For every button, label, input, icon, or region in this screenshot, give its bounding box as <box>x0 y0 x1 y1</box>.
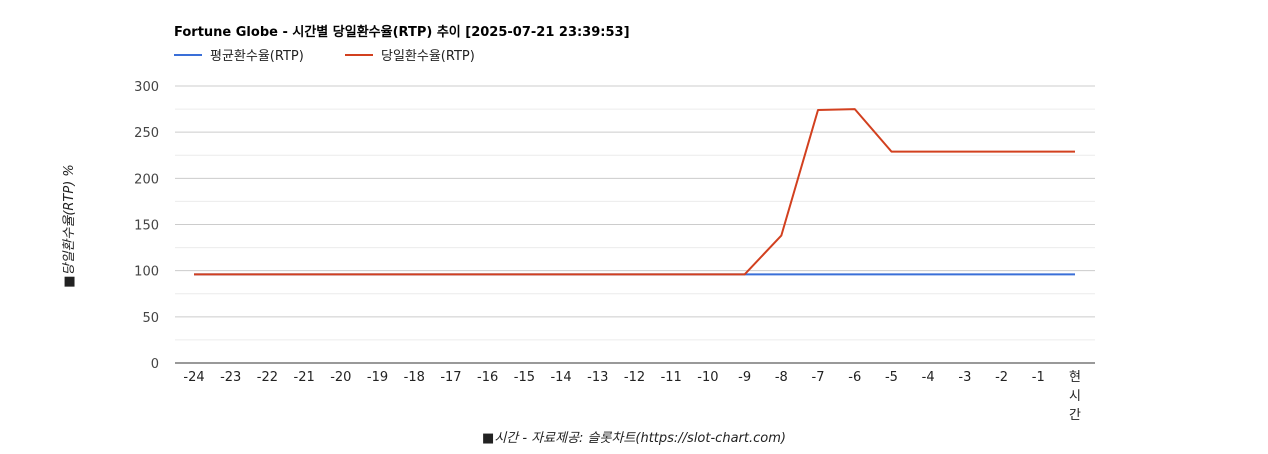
x-tick-label: -11 <box>661 370 682 385</box>
x-tick-label: -21 <box>294 370 315 385</box>
x-tick-label: -17 <box>440 370 461 385</box>
x-axis-title: ■시간 - 자료제공: 슬롯차트(https://slot-chart.com) <box>482 431 786 446</box>
x-tick-label: -22 <box>257 370 278 385</box>
x-tick-label: -12 <box>624 370 645 385</box>
y-tick-label: 50 <box>142 311 159 326</box>
x-tick-label: -9 <box>738 370 751 385</box>
x-tick-label: -24 <box>183 370 204 385</box>
x-tick-label: -6 <box>848 370 861 385</box>
x-tick-label: -16 <box>477 370 498 385</box>
legend: 평균환수율(RTP) 당일환수율(RTP) <box>174 49 475 64</box>
minor-gridlines <box>175 108 1095 341</box>
major-gridlines <box>175 85 1095 318</box>
x-tick-label: -2 <box>995 370 1008 385</box>
legend-label-1: 당일환수율(RTP) <box>381 49 475 64</box>
x-tick-label: -10 <box>697 370 718 385</box>
x-tick-label: -23 <box>220 370 241 385</box>
x-tick-label: -5 <box>885 370 898 385</box>
legend-label-0: 평균환수율(RTP) <box>210 49 304 64</box>
y-tick-label: 100 <box>134 265 159 280</box>
y-tick-label: 200 <box>134 172 159 187</box>
x-tick-label: -14 <box>550 370 571 385</box>
x-tick-label: -8 <box>775 370 788 385</box>
x-tick-label: -1 <box>1032 370 1045 385</box>
series-lines <box>194 108 1075 276</box>
x-tick-label: -13 <box>587 370 608 385</box>
x-tick-label: -18 <box>404 370 425 385</box>
series-line-1 <box>194 108 1075 276</box>
y-axis-title: ■당일환수율(RTP) % <box>62 164 77 288</box>
x-axis-tick-labels: -24 -23 -22 -21 -20 -19 -18 -17 -16 -15 -14 -13 -12 -… <box>183 370 1081 423</box>
y-axis-tick-labels: 0 50 100 150 200 250 300 <box>134 80 159 372</box>
y-tick-label: 300 <box>134 80 159 95</box>
x-tick-label: -4 <box>922 370 935 385</box>
x-tick-label: -15 <box>514 370 535 385</box>
x-tick-label: -20 <box>330 370 351 385</box>
y-tick-label: 250 <box>134 126 159 141</box>
y-tick-label: 0 <box>151 357 159 372</box>
chart-title: Fortune Globe - 시간별 당일환수율(RTP) 추이 [2025-… <box>174 24 630 40</box>
x-tick-label: -3 <box>958 370 971 385</box>
x-tick-label: -19 <box>367 370 388 385</box>
y-tick-label: 150 <box>134 219 159 234</box>
x-tick-label: -7 <box>812 370 825 385</box>
